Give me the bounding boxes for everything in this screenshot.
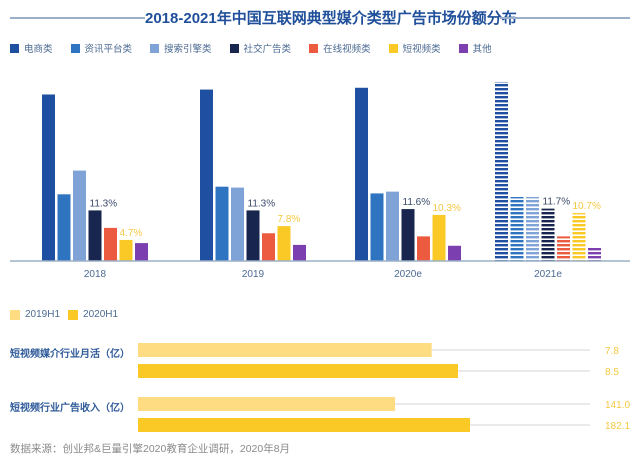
legend-label: 资讯平台类 — [84, 44, 133, 55]
bar-2020e-2 — [386, 191, 399, 261]
legend-label: 2020H1 — [83, 309, 119, 320]
bar-2018-3 — [88, 210, 102, 261]
bar-2021e-2 — [526, 196, 539, 261]
bar-2021e-0 — [495, 81, 508, 261]
bar-2018-2 — [73, 170, 86, 261]
bar-2020e-3 — [401, 209, 415, 261]
data-label: 11.6% — [403, 197, 431, 208]
x-tick-label: 2018 — [84, 269, 107, 280]
bar-2020e-0 — [355, 87, 368, 262]
legend-swatch — [10, 309, 20, 320]
data-label: 4.7% — [120, 228, 143, 239]
legend-label: 电商类 — [24, 44, 53, 55]
legend-swatch — [458, 43, 468, 53]
bar-2019H1 — [138, 343, 432, 357]
bar-2019-3 — [246, 210, 260, 261]
category-label: 短视频行业广告收入（亿） — [10, 401, 130, 414]
bar-2021e-3 — [541, 208, 555, 261]
period-legend-item: 2019H1 — [10, 309, 60, 320]
legend-swatch — [388, 43, 398, 53]
data-label: 11.3% — [90, 198, 118, 209]
x-tick-label: 2021e — [534, 269, 562, 280]
share-bar-chart: 11.3%4.7%201811.3%7.8%201911.6%10.3%2020… — [10, 81, 630, 280]
share-legend-item: 资讯平台类 — [70, 41, 133, 55]
value-label: 182.1 — [605, 421, 630, 432]
data-label: 10.7% — [573, 201, 601, 212]
bar-2018-1 — [57, 194, 71, 261]
bar-2020e-4 — [417, 236, 430, 261]
bar-2018-0 — [42, 94, 55, 261]
legend-label: 在线视频类 — [323, 44, 371, 55]
bar-2019-2 — [231, 187, 244, 261]
value-label: 7.8 — [605, 346, 619, 357]
short-video-bar-chart: 短视频媒介行业月活（亿） 7.8 8.5 短视频行业广告收入（亿） 141.0 182.1 — [10, 343, 630, 432]
legend-label: 2019H1 — [25, 309, 61, 320]
data-label: 11.7% — [543, 197, 571, 208]
bar-2021e-1 — [510, 196, 524, 261]
title-rule-left — [10, 17, 145, 19]
share-legend-item: 短视频类 — [388, 41, 441, 55]
share-chart-legend: 电商类 资讯平台类 搜索引擎类 社交广告类 在线视频类 短视频类 其他 — [10, 40, 510, 56]
title-rule-right — [500, 17, 630, 19]
bar-2021e-6 — [588, 246, 601, 261]
chart-title: 2018-2021年中国互联网典型媒介类型广告市场份额分布 — [145, 10, 517, 27]
legend-label: 搜索引擎类 — [164, 44, 212, 55]
legend-swatch — [70, 43, 80, 53]
short-video-chart-legend: 2019H1 2020H1 — [10, 309, 126, 320]
bar-2019-0 — [200, 89, 213, 261]
bar-2019H1 — [138, 397, 396, 411]
bar-2020e-6 — [448, 245, 461, 261]
bar-2020e-1 — [370, 193, 384, 261]
legend-swatch — [68, 309, 79, 320]
bar-2021e-5 — [572, 213, 586, 261]
value-label: 8.5 — [605, 367, 619, 378]
bar-2018-4 — [104, 227, 117, 261]
share-legend-item: 电商类 — [10, 41, 53, 55]
data-label: 11.3% — [248, 198, 276, 209]
x-tick-label: 2020e — [394, 269, 422, 280]
data-source-note: 数据来源：创业邦&巨量引擎2020教育企业调研，2020年8月 — [10, 443, 291, 455]
legend-label: 其他 — [472, 44, 492, 55]
legend-swatch — [229, 43, 239, 53]
value-label: 141.0 — [605, 400, 630, 411]
bar-2020H1 — [138, 418, 470, 432]
bar-2019-1 — [215, 186, 229, 261]
legend-swatch — [150, 43, 160, 53]
share-legend-item: 其他 — [458, 41, 492, 55]
bar-2019-6 — [293, 244, 306, 261]
data-label: 10.3% — [433, 203, 461, 214]
period-legend-item: 2020H1 — [68, 309, 118, 320]
category-label: 短视频媒介行业月活（亿） — [10, 347, 130, 360]
share-legend-item: 搜索引擎类 — [150, 41, 212, 55]
bar-2019-4 — [262, 233, 275, 261]
legend-label: 短视频类 — [402, 44, 441, 55]
bar-2018-6 — [135, 243, 148, 261]
data-label: 7.8% — [278, 214, 301, 225]
bar-2018-5 — [119, 239, 133, 261]
bar-2020H1 — [138, 364, 458, 378]
legend-label: 社交广告类 — [243, 44, 292, 55]
share-legend-item: 社交广告类 — [229, 41, 292, 55]
legend-swatch — [10, 43, 19, 53]
bar-2020e-5 — [432, 214, 446, 261]
share-legend-item: 在线视频类 — [309, 41, 371, 55]
chart-title-block: 2018-2021年中国互联网典型媒介类型广告市场份额分布 — [0, 5, 640, 29]
bar-2021e-4 — [557, 236, 570, 261]
x-tick-label: 2019 — [242, 269, 265, 280]
legend-swatch — [309, 43, 319, 53]
bar-2019-5 — [277, 226, 291, 261]
